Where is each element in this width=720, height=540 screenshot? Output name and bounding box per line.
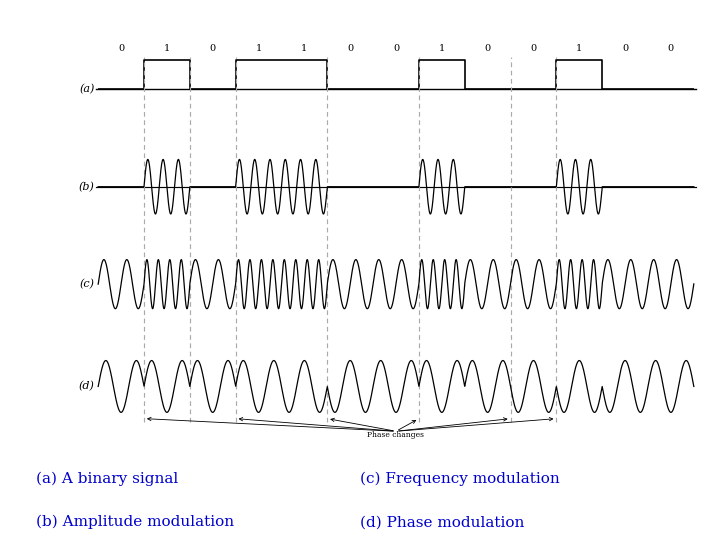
- Text: 1: 1: [438, 44, 445, 53]
- Text: (a) A binary signal: (a) A binary signal: [36, 471, 179, 486]
- Text: 0: 0: [485, 44, 491, 53]
- Text: 0: 0: [210, 44, 216, 53]
- Text: 0: 0: [668, 44, 674, 53]
- Text: (a): (a): [79, 84, 94, 94]
- Text: 0: 0: [118, 44, 124, 53]
- Text: 0: 0: [531, 44, 536, 53]
- Text: (d): (d): [78, 381, 94, 391]
- Text: (d) Phase modulation: (d) Phase modulation: [360, 515, 524, 529]
- Text: (b): (b): [78, 181, 94, 192]
- Text: 0: 0: [347, 44, 354, 53]
- Text: Phase changes: Phase changes: [367, 431, 425, 439]
- Text: 0: 0: [393, 44, 399, 53]
- Text: 0: 0: [622, 44, 628, 53]
- Text: 1: 1: [576, 44, 582, 53]
- Text: 1: 1: [256, 44, 261, 53]
- Text: 1: 1: [301, 44, 307, 53]
- Text: (c): (c): [79, 279, 94, 289]
- Text: 1: 1: [163, 44, 170, 53]
- Text: (b) Amplitude modulation: (b) Amplitude modulation: [36, 515, 234, 529]
- Text: (c) Frequency modulation: (c) Frequency modulation: [360, 471, 559, 486]
